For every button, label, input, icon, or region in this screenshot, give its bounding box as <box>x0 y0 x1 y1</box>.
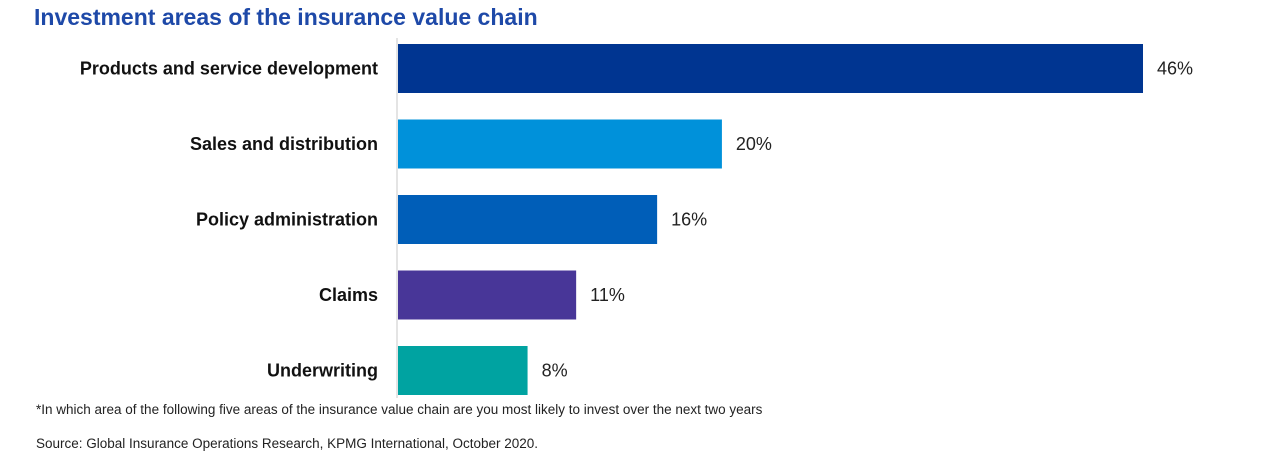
bar-4 <box>398 346 528 395</box>
category-label-2: Policy administration <box>196 210 378 230</box>
footnote: *In which area of the following five are… <box>36 402 763 417</box>
value-label-1: 20% <box>736 134 772 154</box>
category-label-4: Underwriting <box>267 361 378 381</box>
value-label-3: 11% <box>590 285 625 305</box>
value-label-0: 46% <box>1157 59 1193 79</box>
bars-group: Products and service development 46% Sales… <box>80 44 1193 395</box>
bar-chart: Products and service development 46% Sales… <box>80 38 1193 398</box>
category-label-1: Sales and distribution <box>190 134 378 154</box>
category-label-0: Products and service development <box>80 59 378 79</box>
bar-0 <box>398 44 1143 93</box>
bar-1 <box>398 119 722 169</box>
source-note: Source: Global Insurance Operations Rese… <box>36 436 539 451</box>
chart-title: Investment areas of the insurance value … <box>34 4 538 30</box>
category-label-3: Claims <box>319 285 378 305</box>
value-label-4: 8% <box>542 361 568 381</box>
bar-2 <box>398 195 658 244</box>
bar-3 <box>398 270 577 320</box>
value-label-2: 16% <box>671 210 707 230</box>
